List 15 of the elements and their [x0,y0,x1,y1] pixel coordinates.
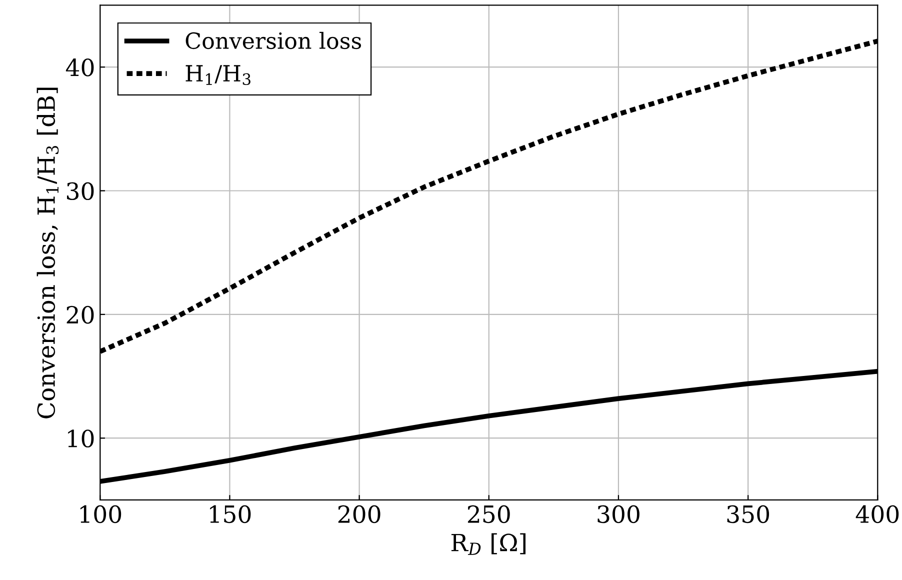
y-axis-title: Conversion loss, H$_{1}$/H$_{3}$ [dB] [36,88,59,418]
legend-label: Conversion loss [186,32,362,50]
x-tick-label: 100 [80,505,122,524]
y-tick-label: 20 [66,306,94,324]
x-tick-label: 150 [210,505,251,524]
y-tick-label: 30 [67,182,94,200]
x-axis-title: R$_{D}$ [Ω] [451,533,526,555]
x-tick-label: 300 [598,505,640,524]
x-tick-label: 250 [468,505,510,524]
y-tick-label: 40 [66,58,94,76]
y-tick-label: 10 [68,430,94,448]
x-tick-label: 200 [338,505,380,524]
x-tick-label: 400 [856,505,899,524]
legend-label: H$_{1}$/H$_{3}$ [186,65,250,86]
x-tick-label: 350 [727,505,770,524]
